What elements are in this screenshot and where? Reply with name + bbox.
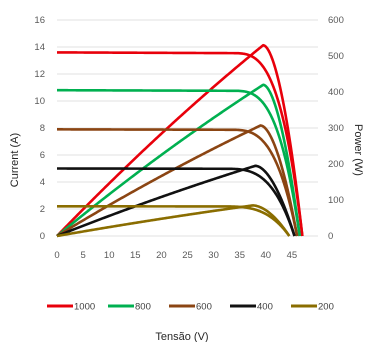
x-tick-label: 15 — [130, 250, 141, 261]
y-tick-label: 6 — [40, 150, 45, 161]
legend-label-600: 600 — [196, 302, 212, 313]
legend-label-1000: 1000 — [74, 302, 95, 313]
power-line-800 — [56, 83, 302, 238]
legend-label-800: 800 — [135, 302, 151, 313]
power-line-200 — [56, 204, 291, 238]
y2-tick-label: 200 — [328, 159, 344, 170]
legend-label-400: 400 — [257, 302, 273, 313]
series — [56, 43, 304, 238]
x-tick-label: 30 — [208, 250, 219, 261]
current-line-1000 — [56, 51, 304, 237]
y-tick-label: 8 — [40, 123, 45, 134]
x-tick-label: 10 — [104, 250, 115, 261]
y2-tick-label: 300 — [328, 123, 344, 134]
x-tick-label: 35 — [234, 250, 245, 261]
legend: 1000 800 600 400 200 — [47, 302, 334, 313]
y2-axis-title: Power (W) — [352, 124, 364, 176]
y2-tick-label: 100 — [328, 195, 344, 206]
y-tick-label: 16 — [34, 15, 45, 26]
x-tick-label: 25 — [182, 250, 193, 261]
power-line-1000 — [56, 43, 304, 237]
y-tick-label: 2 — [40, 204, 45, 215]
tick-labels: 0 2 4 6 8 10 12 14 16 0 100 200 300 400 500 600 0 5 10 15 20… — [34, 15, 343, 261]
x-tick-label: 20 — [156, 250, 167, 261]
y-tick-label: 4 — [40, 177, 45, 188]
current-line-400 — [56, 167, 296, 237]
y-tick-label: 0 — [40, 231, 45, 242]
y-tick-label: 10 — [34, 96, 45, 107]
y-tick-label: 14 — [34, 42, 45, 53]
y-axis-title: Current (A) — [9, 133, 21, 187]
y-tick-label: 12 — [34, 69, 45, 80]
current-line-600 — [56, 128, 299, 237]
x-tick-label: 40 — [261, 250, 272, 261]
x-tick-label: 0 — [54, 250, 59, 261]
legend-label-200: 200 — [318, 302, 334, 313]
y2-tick-label: 600 — [328, 15, 344, 26]
power-line-400 — [56, 164, 296, 238]
x-tick-label: 5 — [80, 250, 85, 261]
x-tick-label: 45 — [287, 250, 298, 261]
current-line-800 — [56, 88, 302, 237]
y2-tick-label: 400 — [328, 87, 344, 98]
y2-tick-label: 500 — [328, 51, 344, 62]
y2-tick-label: 0 — [328, 231, 333, 242]
x-axis-title: Tensão (V) — [155, 331, 208, 342]
current-line-200 — [56, 205, 291, 237]
